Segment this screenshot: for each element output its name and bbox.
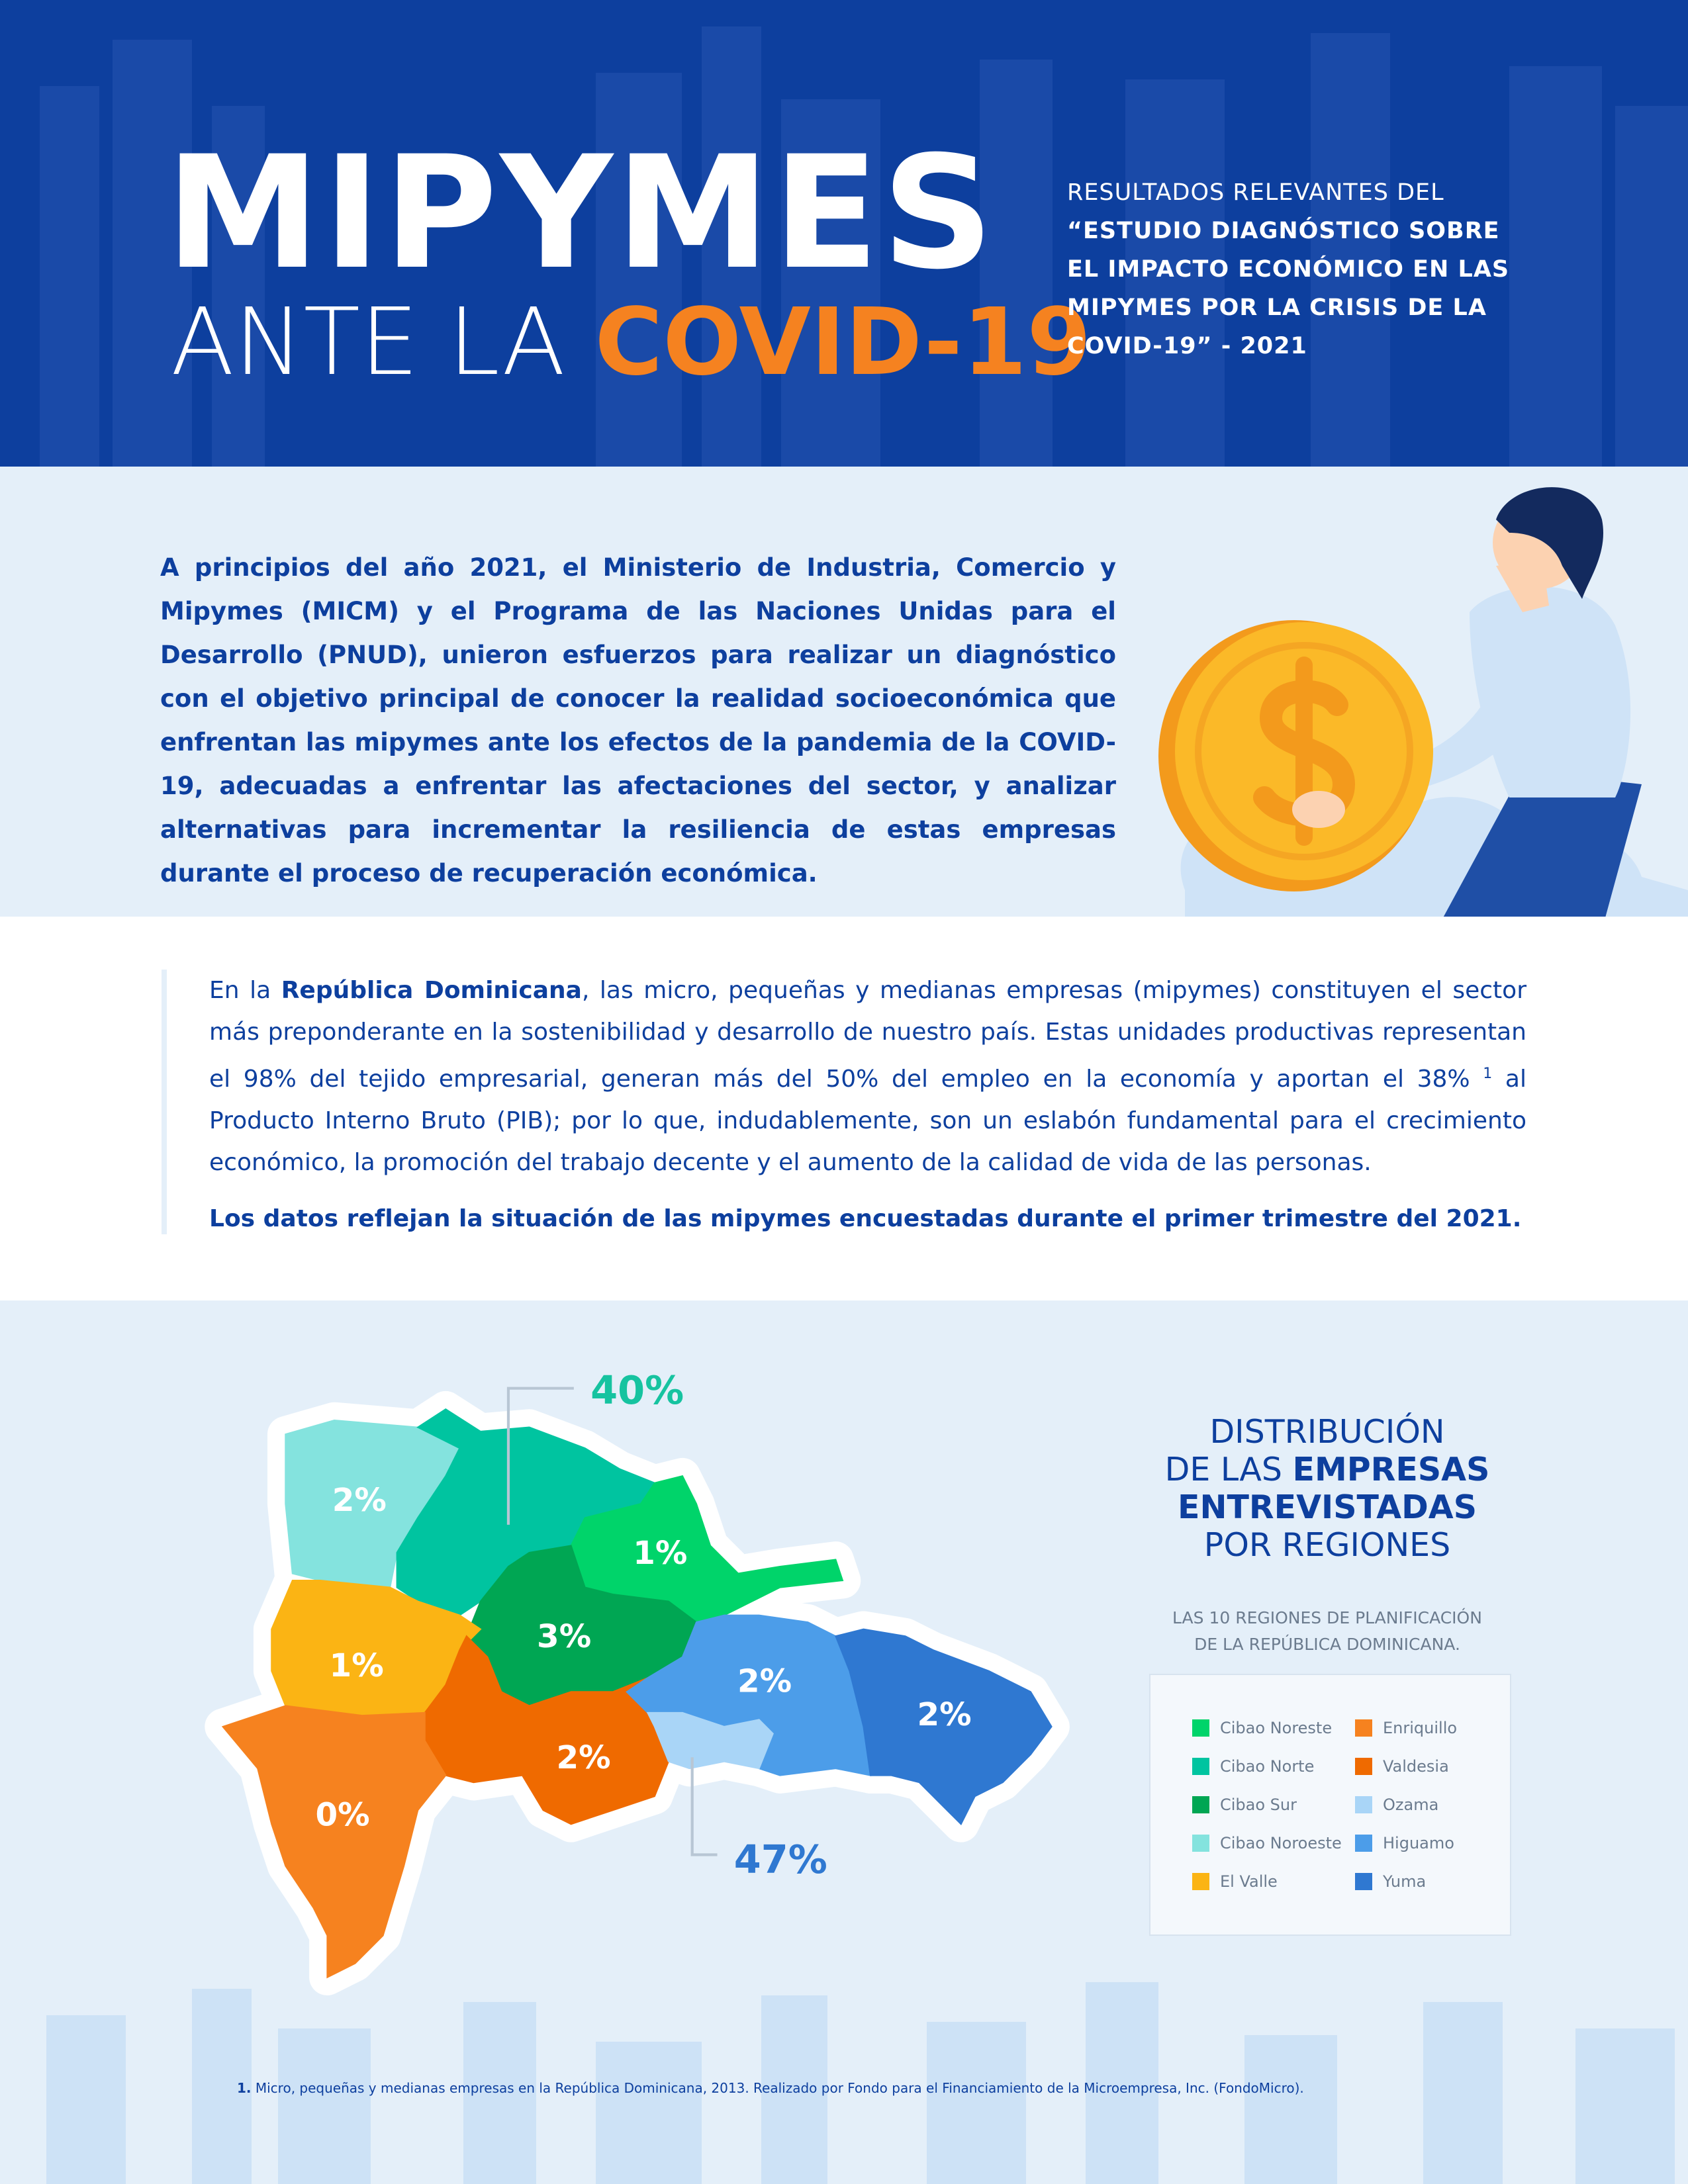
title-highlight: COVID-19 (594, 289, 1092, 396)
subtitle-line: RESULTADOS RELEVANTES DEL (1067, 179, 1444, 206)
callout-label: 40% (590, 1367, 684, 1413)
legend-swatch (1192, 1835, 1209, 1852)
intro-section: A principios del año 2021, el Ministerio… (0, 467, 1688, 917)
region-label: 2% (737, 1662, 792, 1700)
legend-label: Cibao Sur (1220, 1796, 1297, 1814)
text: al Producto Interno Bruto (PIB); por lo … (209, 1066, 1526, 1176)
closing-line: Los datos reflejan la situación de las m… (209, 1205, 1522, 1232)
title-line-2: ANTE LA COVID-19 (171, 296, 1092, 389)
legend-label: Enriquillo (1383, 1719, 1458, 1737)
legend-subtitle-line: DE LA REPÚBLICA DOMINICANA. (1194, 1635, 1460, 1654)
text-bold: EMPRESAS (1292, 1451, 1490, 1488)
legend-label: Higuamo (1383, 1834, 1454, 1852)
subtitle-line: EL IMPACTO ECONÓMICO EN LAS (1067, 256, 1510, 283)
context-paragraph: En la República Dominicana, las micro, p… (209, 970, 1526, 1183)
legend-swatch (1355, 1758, 1372, 1775)
title: MIPYMES (165, 123, 997, 304)
legend: Cibao Noreste Cibao Norte Cibao Sur Cibao N… (1149, 1674, 1511, 1936)
legend-swatch (1192, 1796, 1209, 1813)
callout-line (506, 1387, 574, 1525)
legend-label: El Valle (1220, 1872, 1278, 1891)
legend-swatch (1355, 1796, 1372, 1813)
legend-subtitle: LAS 10 REGIONES DE PLANIFICACIÓN DE LA R… (1112, 1605, 1542, 1658)
illustration (1158, 487, 1688, 917)
text-bold: República Dominicana (281, 977, 582, 1004)
region-label: 0% (316, 1796, 370, 1833)
text-bold: ENTREVISTADAS (1178, 1488, 1477, 1526)
subtitle-line: “ESTUDIO DIAGNÓSTICO SOBRE (1067, 218, 1500, 244)
legend-swatch (1192, 1873, 1209, 1890)
map-region (646, 1711, 774, 1770)
region-label: 2% (332, 1482, 387, 1519)
region-label: 2% (557, 1739, 611, 1776)
map-region (626, 1614, 872, 1776)
title-part: ANTE LA (171, 289, 565, 396)
subtitle: RESULTADOS RELEVANTES DEL “ESTUDIO DIAGN… (1067, 173, 1509, 365)
text: DE LAS (1164, 1451, 1293, 1488)
skyline-bottom (46, 1982, 1675, 2184)
legend-label: Ozama (1383, 1796, 1439, 1814)
map-region (221, 1705, 447, 1979)
legend-label: Cibao Norte (1220, 1757, 1315, 1776)
skyline-top (40, 26, 1688, 467)
legend-swatch (1355, 1719, 1372, 1737)
footnote-number: 1. (237, 2080, 252, 2096)
region-label: 1% (330, 1647, 384, 1684)
map-region (834, 1628, 1053, 1826)
quote-bar (162, 970, 167, 1234)
intro-paragraph: A principios del año 2021, el Ministerio… (160, 553, 1116, 887)
legend-swatch (1192, 1758, 1209, 1775)
legend-subtitle-line: LAS 10 REGIONES DE PLANIFICACIÓN (1172, 1608, 1482, 1627)
subtitle-line: COVID-19” - 2021 (1067, 333, 1307, 359)
legend-swatch (1355, 1835, 1372, 1852)
footnote-text: Micro, pequeñas y medianas empresas en l… (251, 2080, 1304, 2096)
subtitle-line: MIPYMES POR LA CRISIS DE LA (1067, 295, 1487, 321)
legend-label: Yuma (1383, 1872, 1427, 1891)
text: En la (209, 977, 281, 1004)
region-label: 1% (633, 1535, 687, 1572)
legend-swatch (1192, 1719, 1209, 1737)
legend-label: Cibao Noreste (1220, 1719, 1333, 1737)
legend-label: Valdesia (1383, 1757, 1449, 1776)
map: 2% 1% 3% 1% 2% 2% 0% 2% 40% 47% (205, 1367, 1070, 1996)
callout-line (690, 1757, 718, 1856)
legend-title: DISTRIBUCIÓN DE LAS EMPRESAS ENTREVISTAD… (1112, 1413, 1542, 1564)
footnote-ref: 1 (1483, 1066, 1493, 1082)
header: MIPYMES ANTE LA COVID-19 RESULTADOS RELE… (0, 0, 1688, 467)
context-section: En la República Dominicana, las micro, p… (0, 917, 1688, 1300)
legend-title-line: DISTRIBUCIÓN (1209, 1413, 1445, 1451)
legend-title-line: ENTREVISTADAS (1112, 1488, 1542, 1526)
legend-title-line: DE LAS EMPRESAS (1112, 1451, 1542, 1488)
map-section (0, 1300, 1688, 2184)
region-label: 2% (917, 1696, 971, 1733)
legend-label: Cibao Noroeste (1220, 1834, 1342, 1852)
text: , las micro, pequeñas y medianas empresa… (209, 977, 1527, 1093)
callout-label: 47% (734, 1837, 827, 1882)
legend-title-line: POR REGIONES (1203, 1526, 1451, 1564)
legend-swatch (1355, 1873, 1372, 1890)
footnote: 1. Micro, pequeñas y medianas empresas e… (237, 2080, 1304, 2096)
region-label: 3% (537, 1618, 591, 1655)
